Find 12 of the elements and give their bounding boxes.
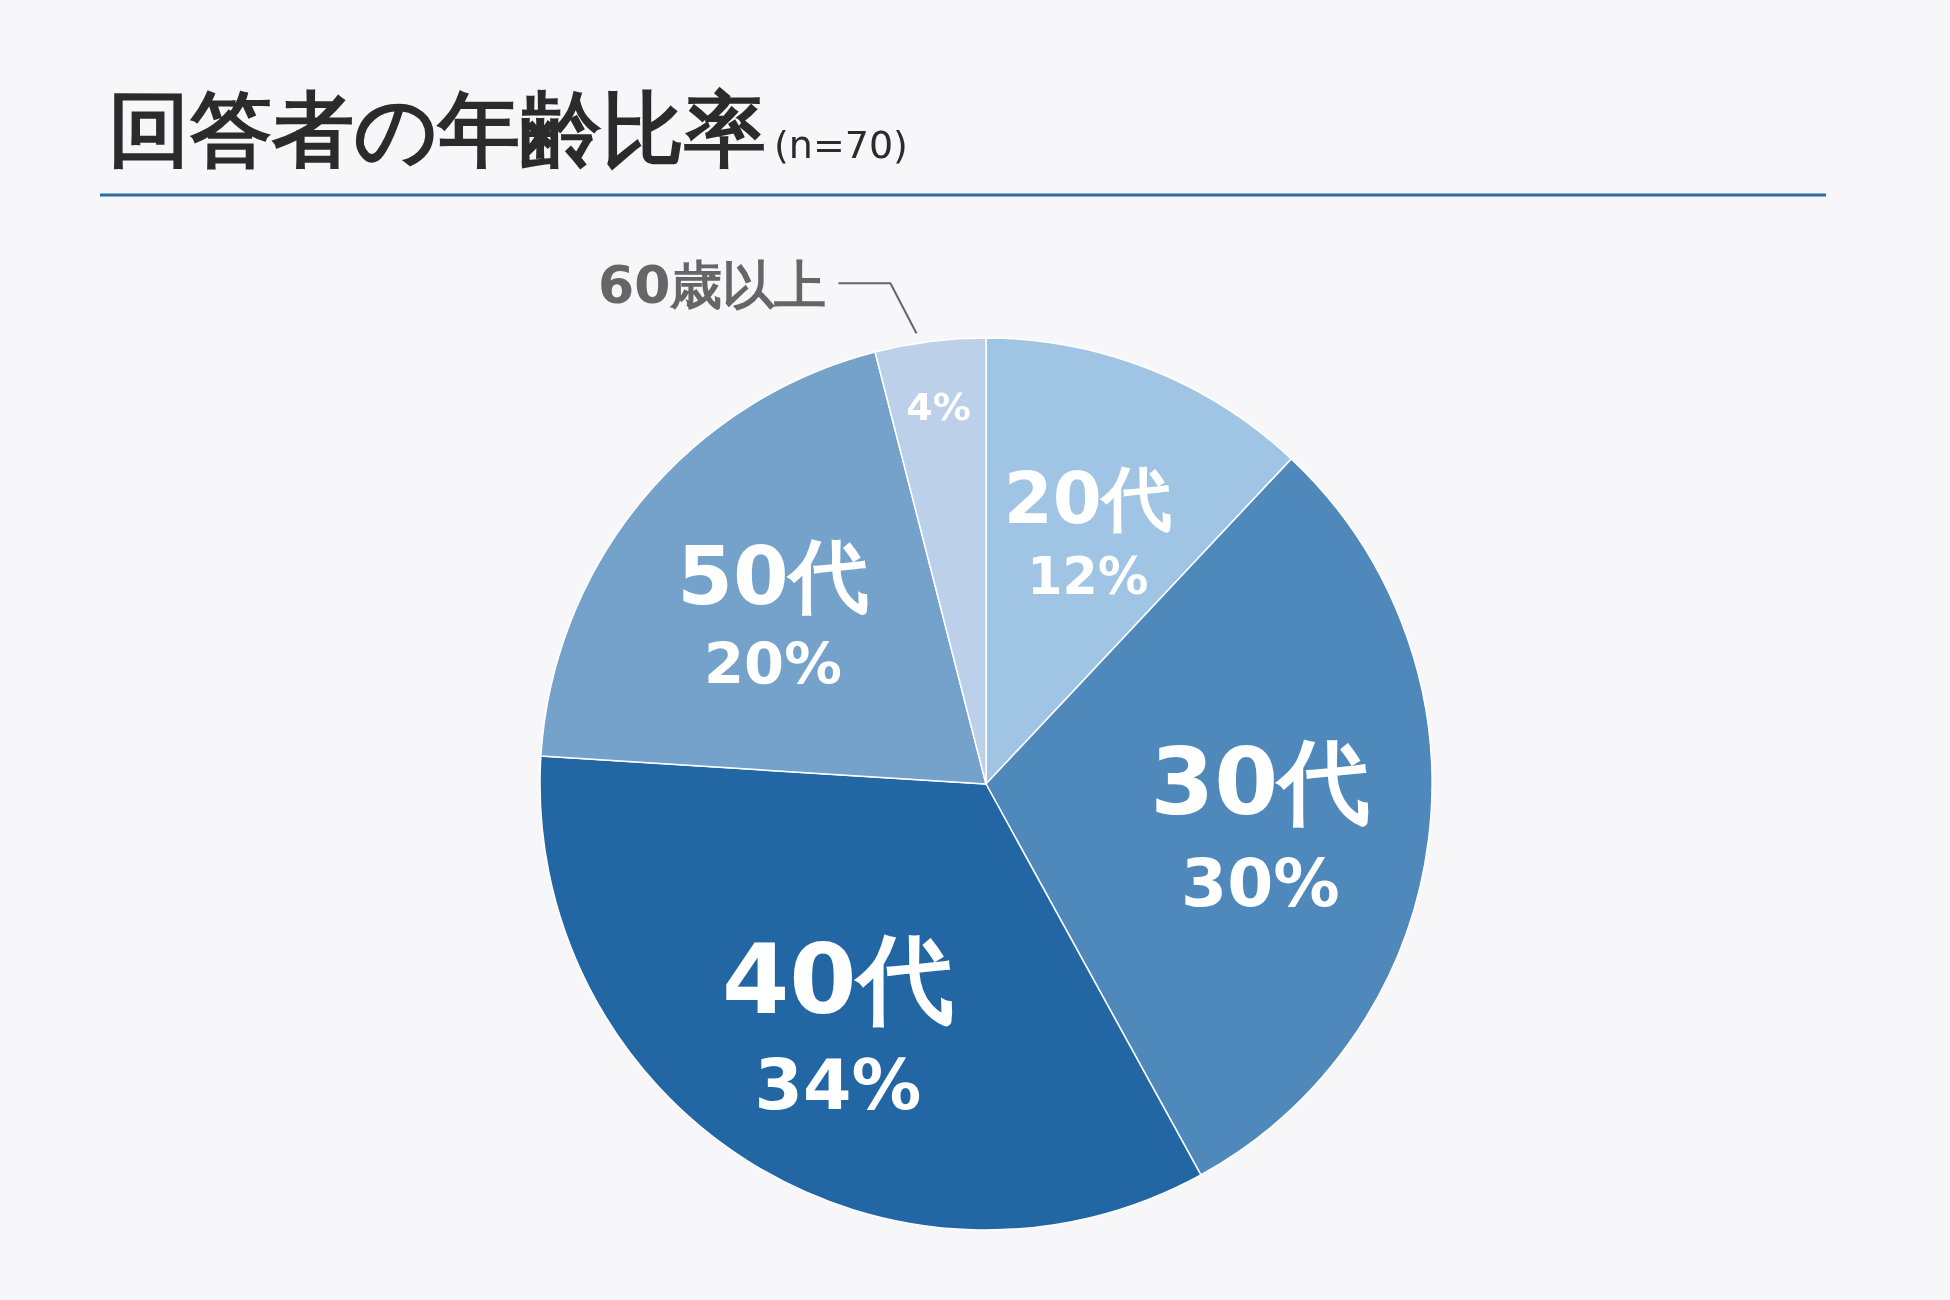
chart-subtitle: (n=70) (774, 123, 908, 167)
slice-label: 40代 (721, 922, 954, 1036)
data-label: 30% (1181, 845, 1340, 923)
slice-label: 50代 (677, 529, 869, 623)
data-label: 4% (906, 384, 971, 429)
slice-label: 60歳以上 (598, 255, 827, 316)
slice-label: 30代 (1150, 729, 1371, 837)
data-label: 34% (754, 1044, 922, 1126)
data-label: 12% (1027, 546, 1149, 606)
data-label: 20% (704, 630, 842, 698)
slice-label: 20代 (1003, 458, 1172, 541)
chart-title: 回答者の年齢比率 (108, 82, 766, 177)
